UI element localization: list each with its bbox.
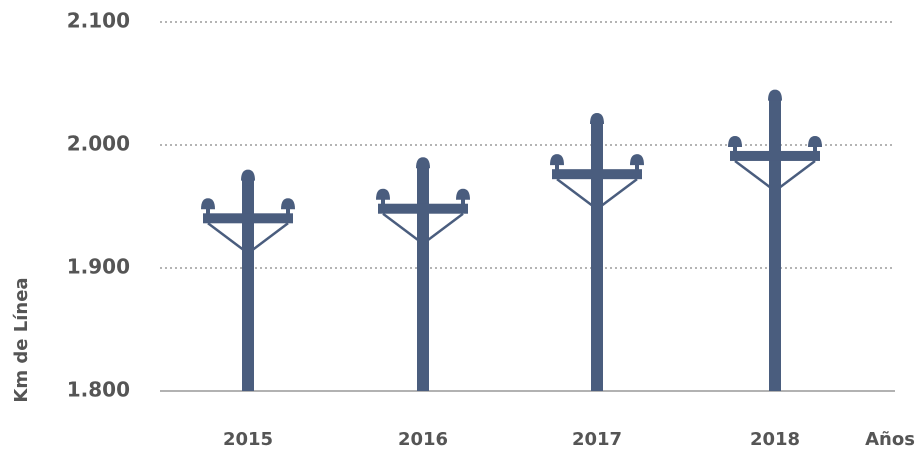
y-axis-title: Km de Línea — [11, 277, 32, 402]
x-tick-label: 2018 — [750, 429, 800, 449]
insulator — [201, 198, 215, 209]
y-tick-label: 1.800 — [67, 378, 130, 402]
pole — [242, 180, 254, 391]
crossbar — [730, 151, 820, 161]
x-axis-title: Años — [865, 429, 915, 449]
x-tick-label: 2016 — [398, 429, 448, 449]
y-tick-label: 2.100 — [67, 9, 130, 33]
insulator — [241, 170, 255, 181]
insulator — [768, 90, 782, 101]
x-tick-label: 2015 — [223, 429, 273, 449]
pole — [769, 100, 781, 391]
insulator — [728, 136, 742, 147]
crossbar — [378, 204, 468, 214]
insulator — [281, 198, 295, 209]
insulator — [590, 113, 604, 124]
y-tick-label: 1.900 — [67, 255, 130, 279]
chart: Km de Línea Años 1.800 1.900 2.000 2.100 201… — [0, 0, 918, 449]
pole — [417, 167, 429, 391]
insulator — [550, 154, 564, 165]
insulator — [376, 189, 390, 200]
crossbar — [552, 169, 642, 179]
insulator — [416, 157, 430, 168]
insulator — [630, 154, 644, 165]
y-tick-label: 2.000 — [67, 132, 130, 156]
insulator — [456, 189, 470, 200]
crossbar — [203, 213, 293, 223]
x-tick-label: 2017 — [572, 429, 622, 449]
pole — [591, 123, 603, 391]
insulator — [808, 136, 822, 147]
